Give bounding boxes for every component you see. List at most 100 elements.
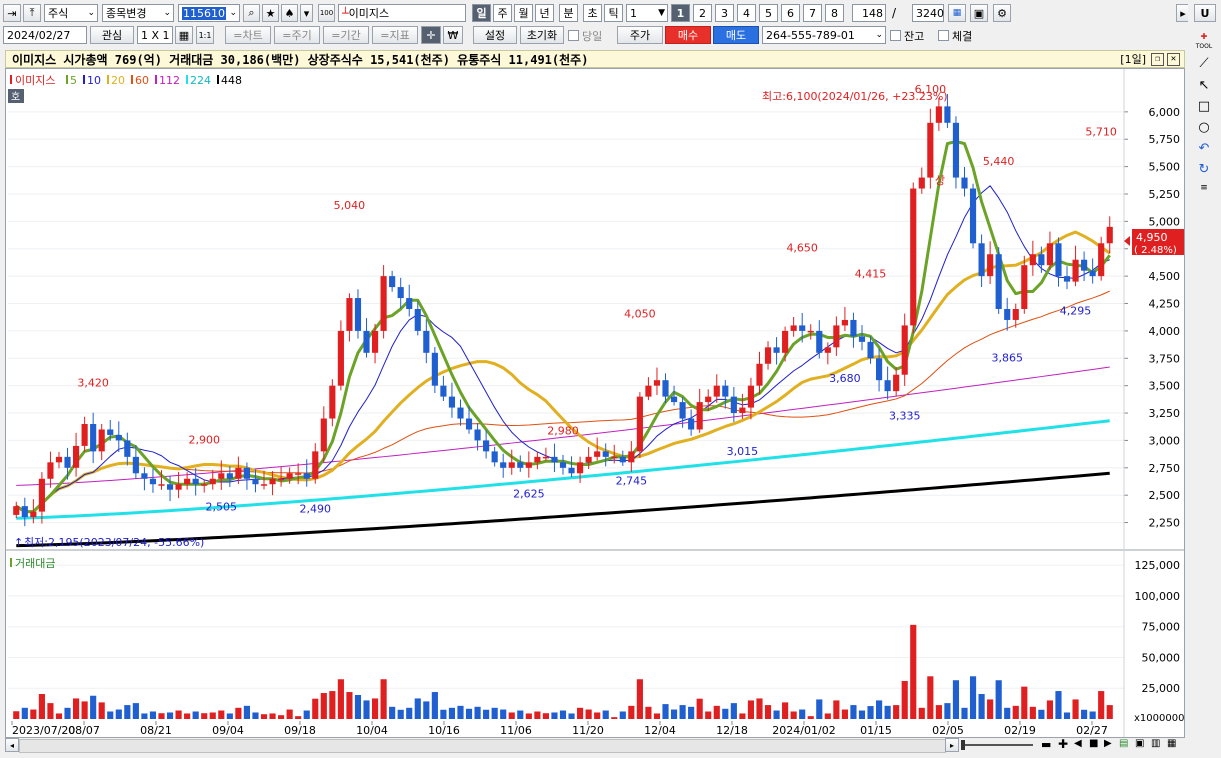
- period-second[interactable]: 초: [583, 4, 602, 22]
- current-price: 4,950: [1136, 231, 1168, 244]
- period-month[interactable]: 월: [514, 4, 533, 22]
- stock-name-field[interactable]: ┴ 이미지스: [338, 4, 466, 22]
- spade-icon[interactable]: ♠: [281, 4, 298, 22]
- zoom-slider[interactable]: [961, 744, 1033, 746]
- buy-button[interactable]: 매수: [665, 26, 711, 44]
- candle-body: [841, 319, 848, 326]
- volume-bar: [935, 705, 942, 719]
- tool-icon[interactable]: ✚ TOOL: [1195, 32, 1213, 50]
- top-button[interactable]: ⤒: [23, 4, 41, 22]
- period-tick[interactable]: 틱: [604, 4, 623, 22]
- stop-icon[interactable]: ■: [1089, 738, 1099, 749]
- stock-code-input[interactable]: 115610 ⌄: [178, 4, 240, 22]
- line-tool-icon[interactable]: ⟋: [1199, 56, 1209, 71]
- num-button-2[interactable]: 2: [693, 4, 712, 22]
- plus-icon[interactable]: ✚: [1058, 737, 1069, 751]
- volume-bar: [201, 713, 208, 719]
- candle-body: [1063, 276, 1071, 282]
- current-price-box: 4,950 ( 2.48%): [1124, 229, 1184, 256]
- scroll-track[interactable]: [19, 739, 946, 753]
- watch-button[interactable]: 관심: [90, 26, 134, 44]
- num-button-7[interactable]: 7: [803, 4, 822, 22]
- candle-body: [577, 462, 584, 474]
- date-field[interactable]: 2024/02/27: [3, 26, 87, 44]
- period-week[interactable]: 주: [493, 4, 512, 22]
- print-icon[interactable]: ▥: [1151, 738, 1161, 749]
- balance-checkbox[interactable]: [890, 30, 901, 41]
- grid-icon[interactable]: ▦: [948, 4, 966, 22]
- reset-button[interactable]: 초기화: [520, 26, 564, 44]
- arrow-down-icon[interactable]: ▾: [300, 4, 313, 22]
- undo-icon[interactable]: ↶: [1198, 141, 1210, 156]
- fill-checkbox[interactable]: [938, 30, 949, 41]
- scroll-right-button[interactable]: ▸: [945, 738, 959, 752]
- close-icon[interactable]: ✕: [1167, 53, 1180, 66]
- ratio-field[interactable]: 1 X 1: [137, 26, 173, 44]
- volume-bar: [867, 706, 874, 719]
- chart-panel[interactable]: 이미지스 5 10 20 60 112 224 448 호 6,000 5,750 5,500 5…: [5, 68, 1185, 738]
- period-minute[interactable]: 분: [559, 4, 578, 22]
- cycle-button[interactable]: =주기: [274, 26, 320, 44]
- sell-button[interactable]: 매도: [713, 26, 759, 44]
- price-chart-svg[interactable]: 이미지스 5 10 20 60 112 224 448 호 6,000 5,750 5,500 5…: [6, 69, 1184, 737]
- volume-bar: [166, 712, 174, 719]
- play-icon[interactable]: ▶: [1104, 738, 1112, 749]
- period-button[interactable]: =기간: [323, 26, 369, 44]
- chart-scrollbar[interactable]: ◂ ▸ ▬ ✚ ◀ ■ ▶ ▤ ▣ ▥ ▦: [5, 737, 1185, 753]
- num-button-3[interactable]: 3: [715, 4, 734, 22]
- zoom-handle[interactable]: [961, 740, 965, 750]
- today-checkbox[interactable]: [568, 30, 579, 41]
- pin-button[interactable]: ⇥: [3, 4, 21, 22]
- won-button[interactable]: ₩: [443, 26, 463, 44]
- list-icon[interactable]: 100: [318, 4, 335, 22]
- u-button[interactable]: U: [1194, 4, 1216, 22]
- indicator-button[interactable]: =지표: [372, 26, 418, 44]
- num-button-4[interactable]: 4: [737, 4, 756, 22]
- restore-icon[interactable]: ❐: [1151, 53, 1164, 66]
- redo-icon[interactable]: ↻: [1198, 162, 1210, 177]
- one-by-one-button[interactable]: 1:1: [196, 26, 214, 44]
- prev-icon[interactable]: ◀: [1074, 738, 1082, 749]
- crosshair-icon[interactable]: ✛: [421, 26, 441, 44]
- chart-button[interactable]: =차트: [225, 26, 271, 44]
- candle-body: [918, 177, 925, 189]
- circle-tool-icon[interactable]: ○: [1198, 120, 1210, 135]
- market-select[interactable]: 주식 ⌄: [44, 4, 98, 22]
- candle-body: [935, 106, 942, 123]
- candle-body: [730, 396, 737, 414]
- save-small-icon[interactable]: ▣: [1135, 738, 1145, 749]
- settings-button[interactable]: 설정: [473, 26, 517, 44]
- star-icon[interactable]: ★: [262, 4, 279, 22]
- num-button-6[interactable]: 6: [781, 4, 800, 22]
- ho-badge[interactable]: 호: [8, 89, 24, 103]
- total-input[interactable]: 3240: [912, 4, 944, 22]
- period-day[interactable]: 일: [472, 4, 491, 22]
- y-tick-label: 2,500: [1149, 489, 1181, 502]
- rectangle-tool-icon[interactable]: □: [1197, 99, 1211, 114]
- arrow-tool-icon[interactable]: ↖: [1198, 78, 1210, 93]
- volume-tick-label: 125,000: [1135, 559, 1181, 572]
- stock-change-select[interactable]: 종목변경 ⌄: [102, 4, 174, 22]
- candle-body: [226, 473, 233, 479]
- volume-bar: [696, 698, 703, 719]
- volume-bar: [619, 711, 626, 719]
- search-icon[interactable]: ⌕: [243, 4, 260, 22]
- num-button-8[interactable]: 8: [825, 4, 844, 22]
- price-button[interactable]: 주가: [617, 26, 663, 44]
- save-icon[interactable]: ▣: [970, 4, 988, 22]
- scroll-left-button[interactable]: ◂: [5, 738, 19, 752]
- volume-bar: [995, 680, 1002, 719]
- y-tick-label: 5,250: [1149, 188, 1181, 201]
- period-value-select[interactable]: 1 ▼: [626, 4, 668, 22]
- period-year[interactable]: 년: [535, 4, 554, 22]
- count-input[interactable]: 148: [852, 4, 886, 22]
- minus-icon[interactable]: ▬: [1041, 738, 1052, 751]
- fibonacci-icon[interactable]: ≡: [1200, 183, 1208, 193]
- account-select[interactable]: 264-555-789-01 ⌄: [762, 26, 886, 44]
- excel-icon[interactable]: ▤: [1119, 738, 1129, 749]
- layout-icon[interactable]: ▦: [1167, 738, 1177, 749]
- gear-icon[interactable]: ⚙: [993, 4, 1011, 22]
- calendar-icon[interactable]: ▦: [175, 26, 193, 44]
- num-button-5[interactable]: 5: [759, 4, 778, 22]
- num-button-1[interactable]: 1: [671, 4, 690, 22]
